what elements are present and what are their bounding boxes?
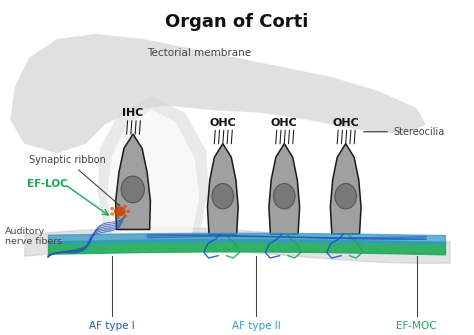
Ellipse shape bbox=[110, 207, 114, 210]
Polygon shape bbox=[330, 144, 361, 234]
Polygon shape bbox=[208, 144, 238, 234]
Text: Auditory
nerve fibers: Auditory nerve fibers bbox=[5, 227, 63, 246]
Text: Stereocilia: Stereocilia bbox=[364, 127, 444, 137]
Text: OHC: OHC bbox=[210, 118, 236, 128]
Polygon shape bbox=[269, 144, 300, 234]
Ellipse shape bbox=[335, 184, 356, 209]
Text: OHC: OHC bbox=[332, 118, 359, 128]
Ellipse shape bbox=[123, 214, 127, 218]
Text: EF-MOC: EF-MOC bbox=[396, 321, 437, 331]
Text: Tectorial membrane: Tectorial membrane bbox=[147, 48, 251, 58]
Text: IHC: IHC bbox=[122, 109, 144, 118]
Ellipse shape bbox=[121, 176, 144, 203]
Text: AF type II: AF type II bbox=[231, 321, 280, 331]
Ellipse shape bbox=[127, 210, 130, 213]
Polygon shape bbox=[107, 109, 199, 234]
Ellipse shape bbox=[114, 207, 126, 216]
Text: EF-LOC: EF-LOC bbox=[27, 179, 67, 189]
Text: AF type I: AF type I bbox=[89, 321, 135, 331]
Ellipse shape bbox=[212, 184, 234, 209]
Ellipse shape bbox=[116, 204, 120, 207]
Polygon shape bbox=[10, 34, 426, 153]
Ellipse shape bbox=[116, 216, 120, 219]
Ellipse shape bbox=[110, 212, 114, 216]
Text: OHC: OHC bbox=[271, 118, 298, 128]
Text: Organ of Corti: Organ of Corti bbox=[165, 13, 309, 30]
Ellipse shape bbox=[273, 184, 295, 209]
Ellipse shape bbox=[123, 205, 127, 208]
Text: Synaptic ribbon: Synaptic ribbon bbox=[29, 155, 120, 206]
Polygon shape bbox=[116, 134, 150, 229]
Polygon shape bbox=[98, 96, 209, 234]
